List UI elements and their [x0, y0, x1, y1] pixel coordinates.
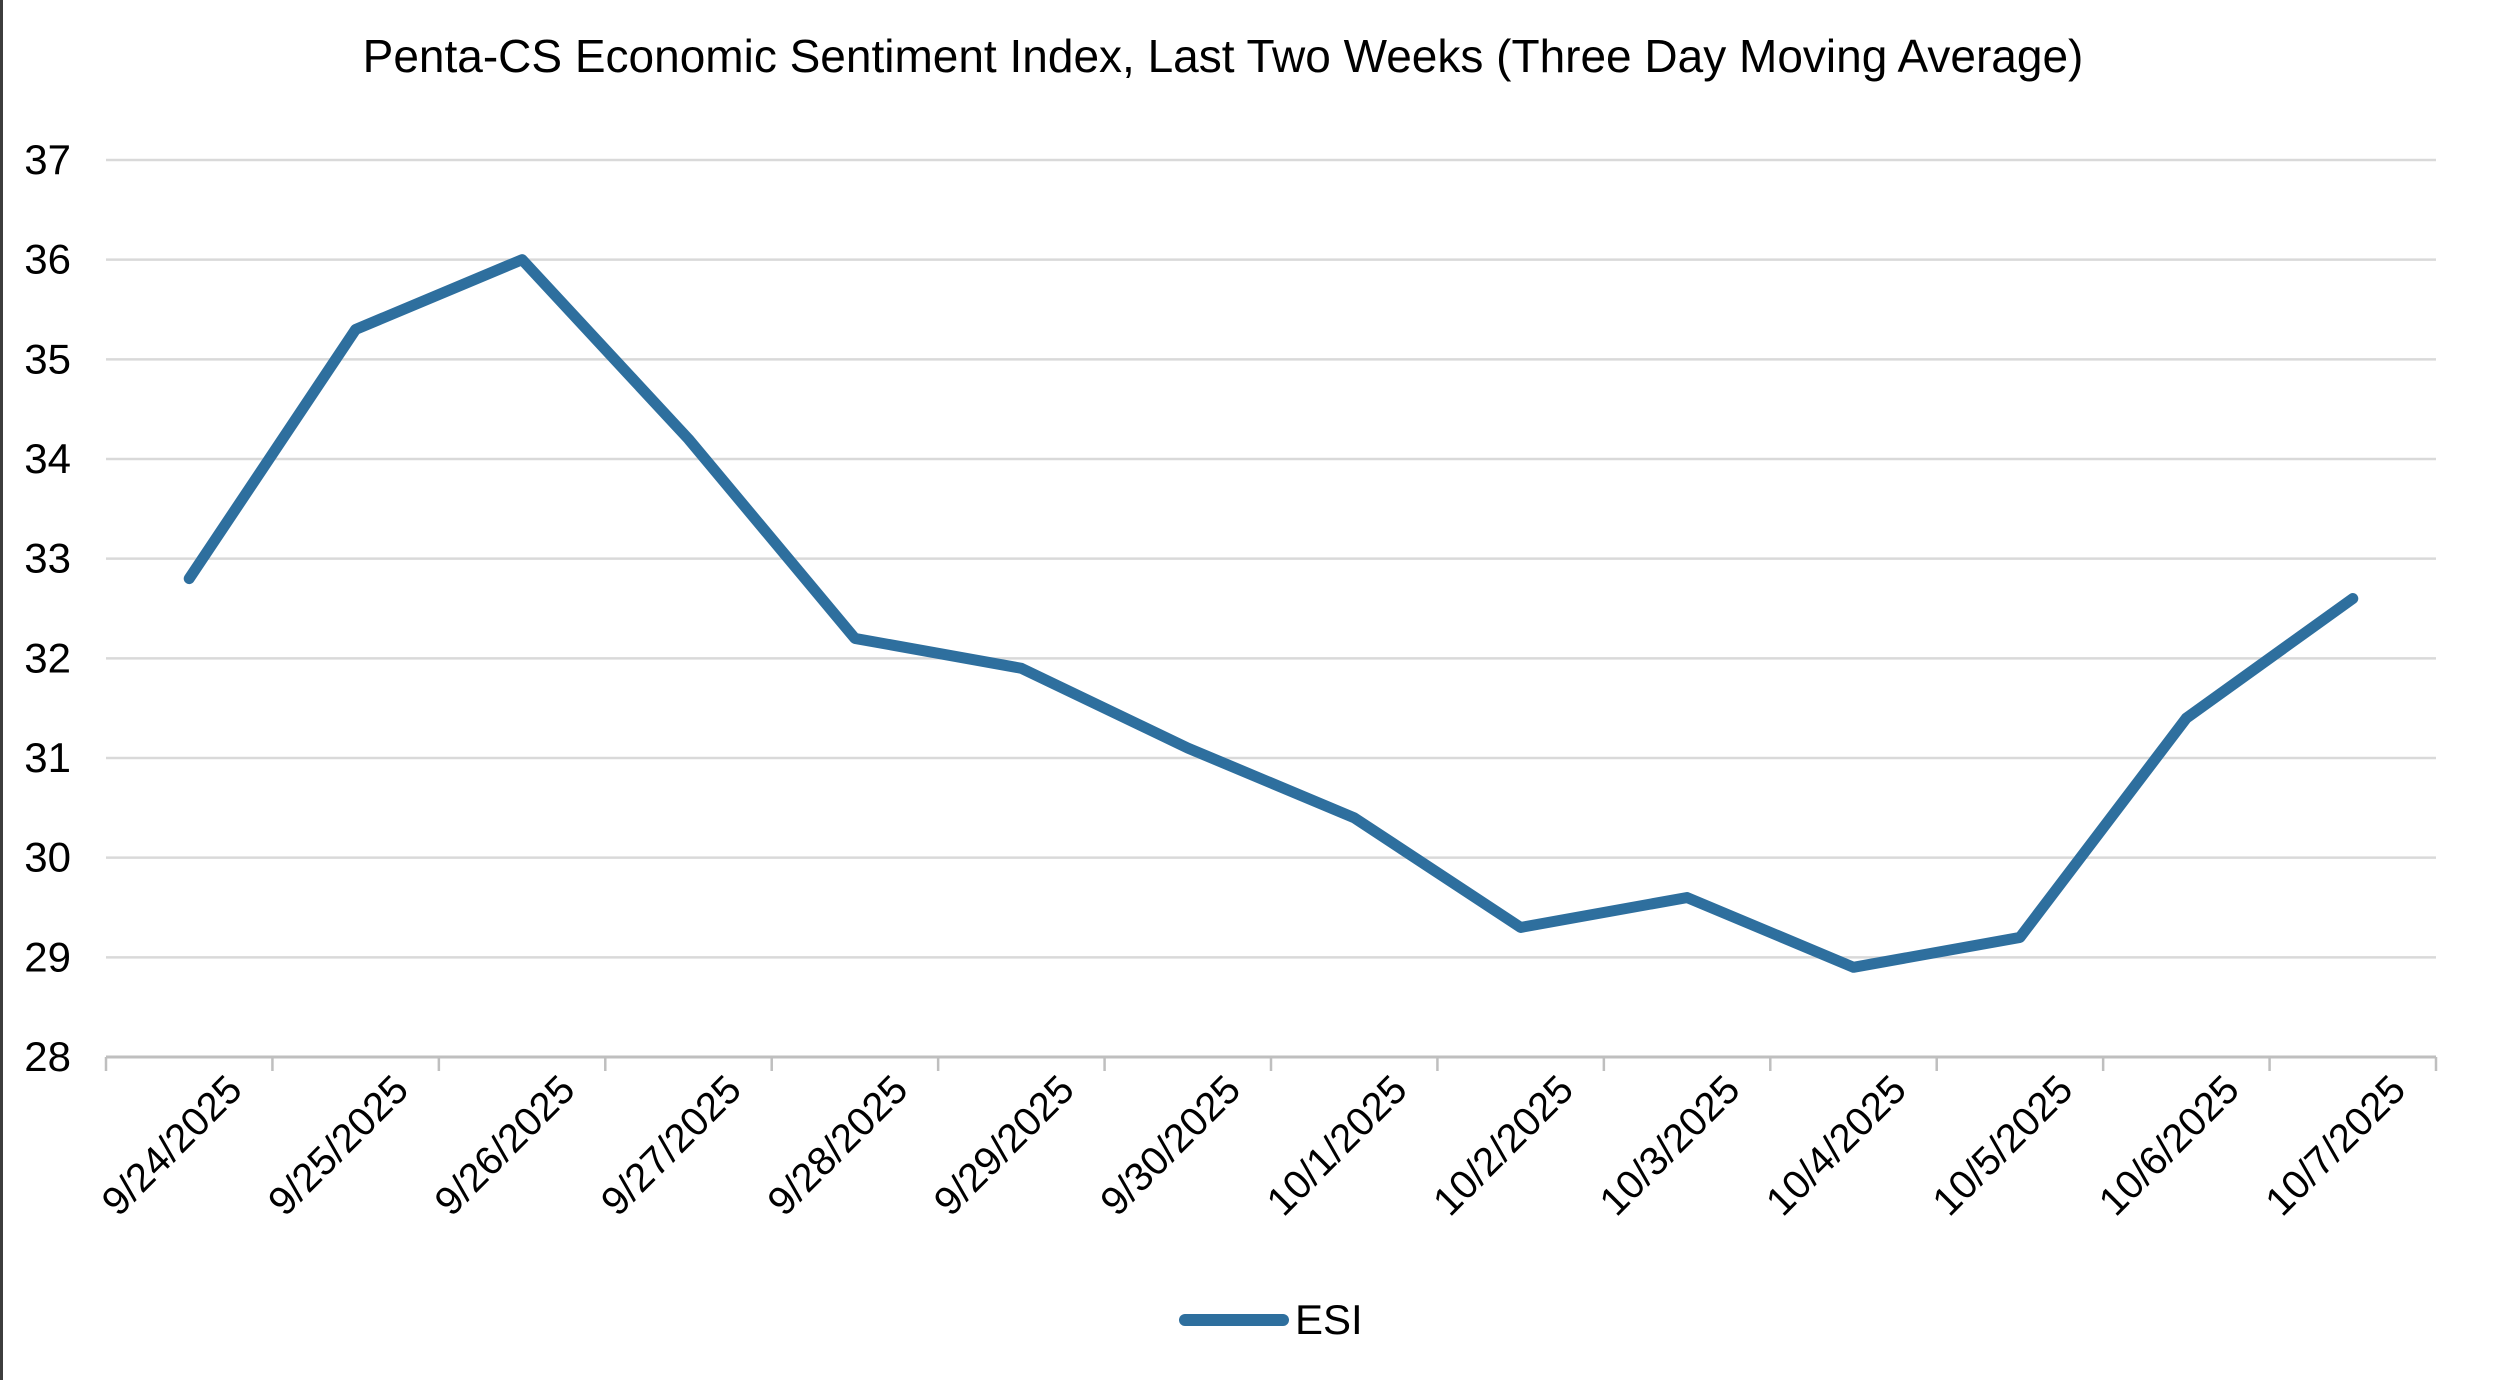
gridlines-layer [106, 158, 2436, 959]
x-axis-tick-label: 10/4/2025 [1758, 1067, 1915, 1224]
y-axis-tick-label: 31 [24, 734, 71, 781]
series-layer [183, 254, 2359, 973]
y-axis-tick-label: 28 [24, 1033, 71, 1080]
x-axis-tick-label: 9/24/2025 [94, 1067, 251, 1224]
x-axis-tick-label: 9/25/2025 [260, 1067, 417, 1224]
x-axis-tick-label: 10/7/2025 [2257, 1067, 2414, 1224]
x-axis-tick-label: 10/1/2025 [1259, 1067, 1416, 1224]
x-axis-tick-label: 10/5/2025 [1924, 1067, 2081, 1224]
x-axis-tick-label: 10/2/2025 [1425, 1067, 1582, 1224]
x-axis-tick-label: 9/30/2025 [1092, 1067, 1249, 1224]
x-axis-tick-label: 10/6/2025 [2091, 1067, 2248, 1224]
y-axis-tick-label: 29 [24, 933, 71, 980]
ytick-labels-layer: 28 29 30 31 32 33 34 35 36 37 [24, 136, 71, 1080]
series-line-esi [183, 254, 2359, 973]
y-axis-tick-label: 37 [24, 136, 71, 183]
xtick-labels-layer: 9/24/2025 9/25/2025 9/26/2025 9/27/2025 9/28… [94, 1067, 2415, 1224]
x-axis-tick-label: 9/29/2025 [926, 1067, 1083, 1224]
y-axis-tick-label: 30 [24, 834, 71, 881]
legend-label: ESI [1295, 1296, 1363, 1343]
x-axis-tick-label: 10/3/2025 [1591, 1067, 1748, 1224]
x-axis-tick-label: 9/28/2025 [759, 1067, 916, 1224]
y-axis-tick-label: 34 [24, 435, 71, 482]
y-axis-tick-label: 33 [24, 535, 71, 582]
legend: ESI [1179, 1296, 1363, 1343]
x-axis-tick-label: 9/26/2025 [426, 1067, 583, 1224]
x-axis-tick-label: 9/27/2025 [593, 1067, 750, 1224]
chart-title: Penta-CS Economic Sentiment Index, Last … [363, 30, 2084, 82]
y-axis-tick-label: 36 [24, 236, 71, 283]
y-axis-tick-label: 32 [24, 634, 71, 681]
axis-layer [104, 1055, 2438, 1071]
y-axis-tick-label: 35 [24, 335, 71, 382]
